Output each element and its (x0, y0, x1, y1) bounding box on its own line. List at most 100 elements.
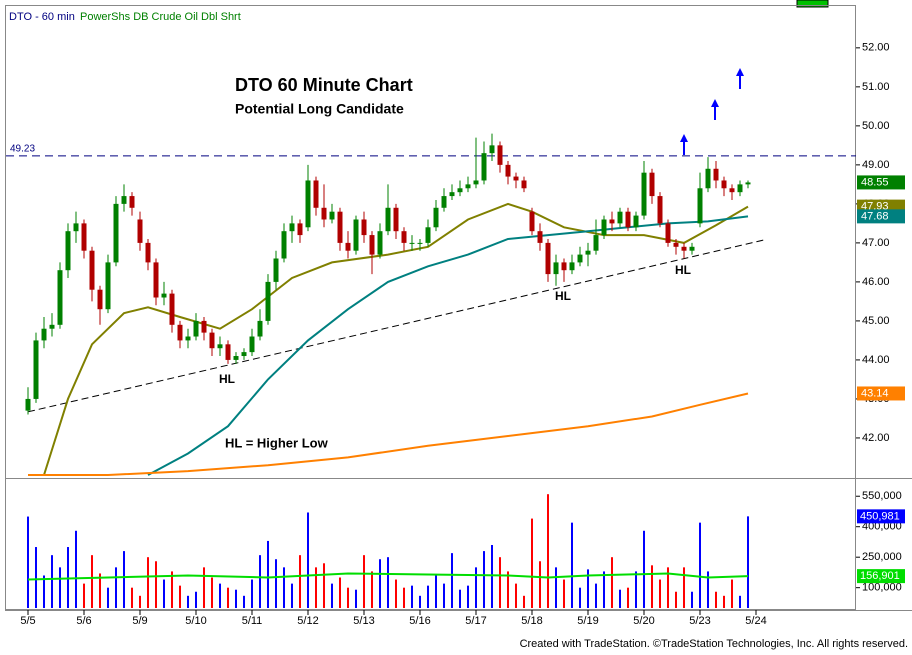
volume-bar (467, 585, 469, 608)
volume-tick-label: 250,000 (862, 551, 902, 563)
y-tick-label: 46.00 (862, 276, 890, 288)
volume-bar (603, 571, 605, 608)
volume-bar (523, 595, 525, 608)
x-tick-label: 5/24 (745, 615, 766, 627)
candle-body (473, 180, 479, 185)
last-volume-box (857, 509, 905, 524)
y-tick-label: 52.00 (862, 42, 890, 54)
x-tick-label: 5/5 (20, 615, 35, 627)
candle-body (137, 219, 143, 243)
candle-body (441, 196, 447, 208)
candle-body (649, 172, 655, 197)
volume-bar (659, 579, 661, 608)
candle-body (529, 211, 535, 232)
candle-body (81, 223, 87, 251)
volume-bar (595, 583, 597, 608)
candle-body (177, 324, 183, 341)
volume-bar (115, 567, 117, 608)
candle-body (425, 227, 431, 243)
x-tick-label: 5/10 (185, 615, 206, 627)
candle-body (465, 184, 471, 189)
last-value-box (857, 386, 905, 401)
volume-bar (267, 540, 269, 608)
candle-body (361, 219, 367, 236)
candle-body (49, 324, 55, 329)
candle-body (129, 196, 135, 208)
candle-body (545, 242, 551, 275)
candle-body (89, 250, 95, 290)
volume-bar (683, 567, 685, 608)
last-value-label: 43.14 (861, 387, 889, 399)
candle-body (417, 242, 423, 244)
volume-bar (331, 583, 333, 608)
candle-body (121, 196, 127, 204)
candle-body (481, 153, 487, 181)
volume-bar (531, 518, 533, 608)
x-tick-label: 5/11 (242, 615, 263, 627)
volume-bar (235, 589, 237, 608)
last-value-box (857, 175, 905, 190)
candle-body (113, 203, 119, 263)
candle-body (673, 242, 679, 247)
y-tick-label: 51.00 (862, 81, 890, 93)
volume-bar (435, 575, 437, 608)
volume-bar (723, 595, 725, 608)
volume-bar (227, 587, 229, 608)
candle-body (241, 352, 247, 357)
candle-body (169, 293, 175, 325)
volume-bar (99, 573, 101, 608)
volume-bar (251, 579, 253, 608)
volume-bar (419, 595, 421, 608)
candle-body (105, 262, 111, 310)
chart-title: DTO 60 Minute Chart (235, 75, 413, 95)
volume-bar (139, 595, 141, 608)
candle-body (713, 168, 719, 181)
volume-bar (563, 579, 565, 608)
volume-bar (347, 587, 349, 608)
candle-body (369, 235, 375, 255)
candle-body (561, 262, 567, 271)
volume-bar (747, 516, 749, 608)
x-tick-label: 5/19 (577, 615, 598, 627)
candle-body (345, 242, 351, 251)
candle-body (41, 328, 47, 341)
volume-bar (275, 559, 277, 608)
volume-bar (539, 561, 541, 608)
x-tick-label: 5/23 (689, 615, 710, 627)
x-tick-label: 5/13 (353, 615, 374, 627)
candle-body (657, 196, 663, 224)
x-tick-label: 5/18 (521, 615, 542, 627)
volume-bar (715, 591, 717, 608)
candle-body (57, 270, 63, 325)
candle-body (377, 231, 383, 255)
y-tick-label: 50.00 (862, 120, 890, 132)
volume-bar (211, 577, 213, 608)
last-value-label: 47.68 (861, 210, 889, 222)
volume-bar (515, 583, 517, 608)
volume-bar (195, 591, 197, 608)
x-tick-label: 5/16 (409, 615, 430, 627)
volume-bar (179, 585, 181, 608)
volume-bar (35, 547, 37, 608)
y-tick-label: 44.00 (862, 354, 890, 366)
candle-body (505, 164, 511, 177)
annotation: HL (219, 372, 235, 386)
candle-body (273, 258, 279, 282)
candle-body (665, 223, 671, 243)
candle-body (729, 188, 735, 193)
status-tab (796, 0, 829, 8)
candle-body (249, 336, 255, 353)
candle-body (537, 231, 543, 243)
volume-bar (131, 587, 133, 608)
candle-body (153, 262, 159, 298)
candle-body (577, 254, 583, 263)
chart-subtitle: Potential Long Candidate (235, 101, 404, 117)
candle-body (257, 320, 263, 337)
volume-bar (611, 557, 613, 608)
volume-bar (635, 571, 637, 608)
candle-body (449, 192, 455, 197)
candle-body (513, 176, 519, 181)
candle-body (585, 250, 591, 255)
candle-body (33, 340, 39, 399)
